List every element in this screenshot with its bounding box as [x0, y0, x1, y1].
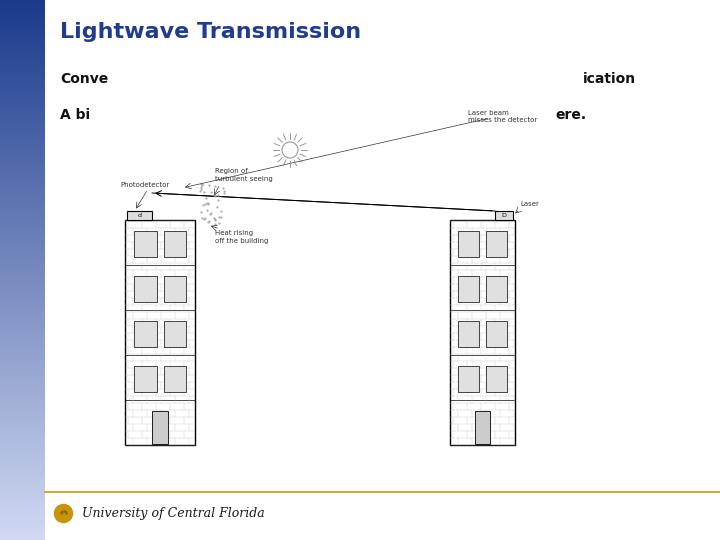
Bar: [134, 276, 156, 302]
Text: Region of
turbulent seeing: Region of turbulent seeing: [215, 168, 273, 182]
Text: d: d: [138, 213, 142, 218]
Bar: [134, 366, 156, 392]
Bar: [459, 321, 480, 347]
Bar: [486, 321, 507, 347]
Text: A bi: A bi: [60, 108, 90, 122]
Bar: [459, 276, 480, 302]
Bar: [459, 231, 480, 257]
Bar: [486, 276, 507, 302]
Text: Photodetector: Photodetector: [120, 182, 169, 188]
Text: Lightwave Transmission: Lightwave Transmission: [60, 22, 361, 42]
Bar: [486, 366, 507, 392]
Bar: [450, 220, 515, 445]
Bar: [163, 321, 186, 347]
Text: ere.: ere.: [555, 108, 586, 122]
Text: Laser beam
misses the detector: Laser beam misses the detector: [468, 110, 537, 124]
Text: Heat rising
off the building: Heat rising off the building: [215, 230, 269, 244]
Text: University of Central Florida: University of Central Florida: [82, 507, 265, 519]
Bar: [153, 411, 168, 444]
Bar: [163, 276, 186, 302]
Bar: [163, 231, 186, 257]
Bar: [134, 321, 156, 347]
Text: ication: ication: [583, 72, 636, 86]
Circle shape: [282, 142, 298, 158]
Bar: [495, 211, 513, 220]
Text: D: D: [502, 213, 506, 218]
Bar: [125, 220, 195, 445]
Bar: [475, 411, 490, 444]
Text: Conve: Conve: [60, 72, 108, 86]
Text: Laser: Laser: [520, 201, 539, 207]
Bar: [134, 231, 156, 257]
Bar: [486, 231, 507, 257]
Bar: [127, 211, 152, 220]
Bar: [459, 366, 480, 392]
Bar: [163, 366, 186, 392]
